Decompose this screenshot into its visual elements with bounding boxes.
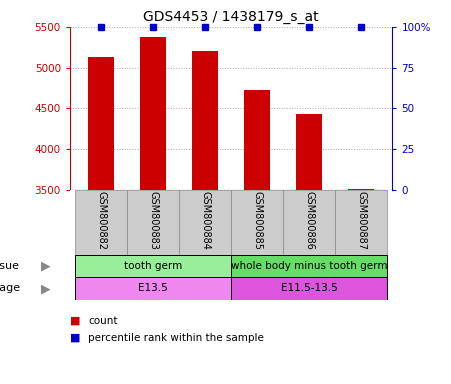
Bar (296, 114, 322, 190)
Text: GSM800884: GSM800884 (200, 191, 210, 250)
Text: whole body minus tooth germ: whole body minus tooth germ (231, 261, 387, 271)
Text: GSM800882: GSM800882 (96, 191, 106, 250)
Bar (335, 190, 387, 255)
Text: ■: ■ (70, 333, 80, 343)
Text: E13.5: E13.5 (138, 283, 168, 293)
Bar (348, 189, 374, 190)
Text: GSM800885: GSM800885 (252, 191, 262, 250)
Text: development stage: development stage (0, 283, 20, 293)
Bar (179, 190, 231, 255)
Bar (75, 255, 231, 277)
Text: tooth germ: tooth germ (124, 261, 182, 271)
Text: tissue: tissue (0, 261, 20, 271)
Text: GSM800883: GSM800883 (148, 191, 158, 250)
Bar (140, 36, 166, 190)
Bar (127, 190, 179, 255)
Bar (75, 277, 231, 300)
Text: ■: ■ (70, 316, 80, 326)
Text: percentile rank within the sample: percentile rank within the sample (88, 333, 264, 343)
Bar (244, 91, 270, 190)
Bar (231, 277, 387, 300)
Title: GDS4453 / 1438179_s_at: GDS4453 / 1438179_s_at (143, 10, 319, 25)
Bar (231, 255, 387, 277)
Text: E11.5-13.5: E11.5-13.5 (281, 283, 337, 293)
Text: GSM800887: GSM800887 (356, 191, 366, 250)
Bar (231, 190, 283, 255)
Text: ▶: ▶ (41, 260, 51, 273)
Bar (192, 51, 218, 190)
Bar (88, 57, 114, 190)
Text: count: count (88, 316, 117, 326)
Text: GSM800886: GSM800886 (304, 191, 314, 250)
Text: ▶: ▶ (41, 282, 51, 295)
Bar (283, 190, 335, 255)
Bar (75, 190, 127, 255)
